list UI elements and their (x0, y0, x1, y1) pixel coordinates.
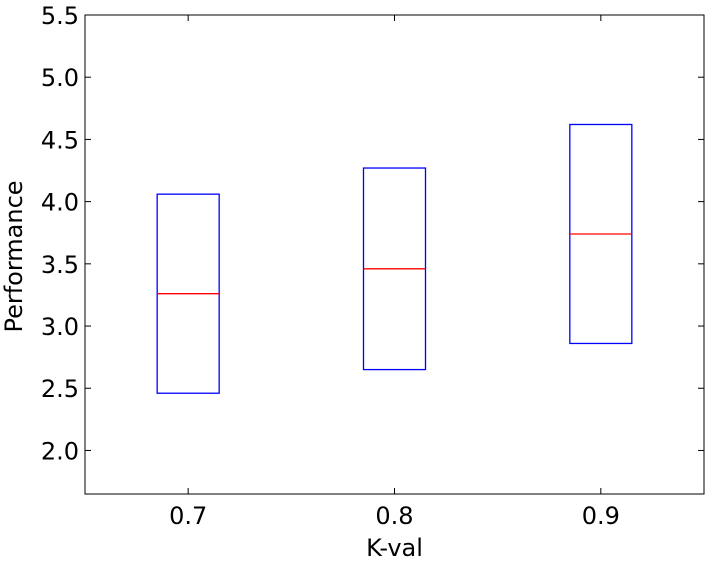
axes-frame (84, 14, 705, 495)
y-tick-label: 2.0 (41, 437, 79, 465)
x-tick-label: 0.7 (169, 502, 207, 530)
x-tick-label: 0.9 (582, 502, 620, 530)
y-tick-label: 3.0 (41, 313, 79, 341)
y-tick-label: 2.5 (41, 375, 79, 403)
y-tick-label: 3.5 (41, 251, 79, 279)
plot-area (156, 123, 633, 394)
x-axis: 0.7 0.8 0.9 (169, 15, 620, 530)
y-tick-label: 4.5 (41, 126, 79, 154)
x-axis-label: K-val (366, 534, 423, 562)
y-axis-label: Performance (0, 180, 28, 332)
x-tick-label: 0.8 (375, 502, 413, 530)
y-tick-label: 5.0 (41, 64, 79, 92)
y-axis: 2.0 2.5 3.0 3.5 4.0 4.5 5.0 5.5 (41, 2, 704, 465)
y-tick-label: 5.5 (41, 2, 79, 30)
y-tick-label: 4.0 (41, 189, 79, 217)
